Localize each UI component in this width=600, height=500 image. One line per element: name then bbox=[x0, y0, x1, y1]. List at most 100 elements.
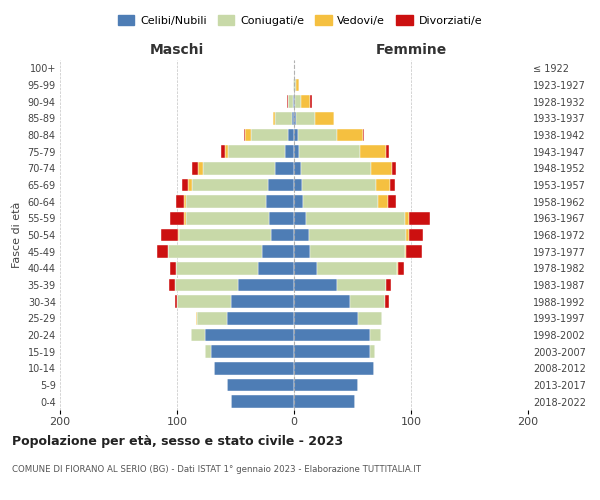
Bar bbox=[409, 229, 422, 241]
Bar bbox=[244, 129, 245, 141]
Bar bbox=[371, 162, 392, 174]
Bar bbox=[197, 312, 227, 324]
Bar bbox=[294, 346, 370, 358]
Bar bbox=[284, 146, 294, 158]
Bar bbox=[293, 96, 294, 108]
Bar bbox=[294, 279, 337, 291]
Bar bbox=[157, 246, 167, 258]
Bar bbox=[370, 329, 380, 341]
Bar bbox=[294, 262, 317, 274]
Bar bbox=[205, 346, 211, 358]
Bar bbox=[288, 96, 293, 108]
Bar bbox=[170, 262, 176, 274]
Bar bbox=[294, 246, 310, 258]
Bar bbox=[294, 112, 296, 124]
Bar bbox=[227, 379, 294, 391]
Bar bbox=[161, 229, 178, 241]
Bar bbox=[238, 279, 294, 291]
Bar bbox=[296, 112, 315, 124]
Bar bbox=[268, 179, 294, 192]
Bar bbox=[258, 262, 294, 274]
Bar bbox=[299, 146, 359, 158]
Bar bbox=[294, 79, 296, 92]
Bar bbox=[302, 179, 376, 192]
Bar bbox=[385, 296, 389, 308]
Bar bbox=[358, 312, 382, 324]
Bar bbox=[317, 262, 397, 274]
Bar bbox=[191, 329, 205, 341]
Bar bbox=[294, 312, 358, 324]
Bar bbox=[370, 346, 375, 358]
Bar bbox=[176, 196, 184, 208]
Text: COMUNE DI FIORANO AL SERIO (BG) - Dati ISTAT 1° gennaio 2023 - Elaborazione TUTT: COMUNE DI FIORANO AL SERIO (BG) - Dati I… bbox=[12, 465, 421, 474]
Bar bbox=[294, 96, 295, 108]
Bar bbox=[376, 179, 390, 192]
Bar bbox=[271, 229, 294, 241]
Bar bbox=[359, 146, 386, 158]
Bar bbox=[287, 96, 288, 108]
Y-axis label: Fasce di età: Fasce di età bbox=[12, 202, 22, 268]
Bar bbox=[179, 229, 271, 241]
Bar bbox=[294, 212, 306, 224]
Bar bbox=[205, 329, 294, 341]
Bar bbox=[187, 212, 269, 224]
Bar bbox=[231, 396, 294, 408]
Bar bbox=[388, 196, 396, 208]
Bar bbox=[196, 312, 197, 324]
Bar bbox=[294, 362, 374, 374]
Bar bbox=[231, 296, 294, 308]
Bar bbox=[310, 246, 405, 258]
Bar bbox=[406, 246, 422, 258]
Bar bbox=[301, 96, 310, 108]
Bar bbox=[294, 129, 298, 141]
Bar bbox=[175, 279, 238, 291]
Bar bbox=[397, 262, 398, 274]
Text: Femmine: Femmine bbox=[376, 42, 446, 56]
Bar bbox=[167, 246, 262, 258]
Bar bbox=[188, 179, 192, 192]
Bar bbox=[294, 379, 358, 391]
Bar bbox=[294, 229, 309, 241]
Bar bbox=[293, 79, 294, 92]
Bar bbox=[301, 162, 371, 174]
Bar bbox=[378, 196, 388, 208]
Bar bbox=[294, 146, 299, 158]
Legend: Celibi/Nubili, Coniugati/e, Vedovi/e, Divorziati/e: Celibi/Nubili, Coniugati/e, Vedovi/e, Di… bbox=[113, 10, 487, 30]
Bar bbox=[262, 246, 294, 258]
Bar bbox=[406, 229, 409, 241]
Bar bbox=[192, 162, 198, 174]
Bar bbox=[225, 146, 229, 158]
Bar bbox=[295, 96, 301, 108]
Bar bbox=[306, 212, 405, 224]
Bar bbox=[176, 262, 258, 274]
Bar bbox=[350, 296, 385, 308]
Bar bbox=[221, 146, 225, 158]
Bar bbox=[273, 112, 275, 124]
Bar bbox=[386, 146, 389, 158]
Bar bbox=[390, 179, 395, 192]
Bar bbox=[184, 212, 187, 224]
Bar bbox=[386, 279, 391, 291]
Bar bbox=[169, 279, 175, 291]
Bar bbox=[337, 129, 363, 141]
Bar bbox=[294, 296, 350, 308]
Bar bbox=[182, 179, 188, 192]
Bar bbox=[363, 129, 364, 141]
Bar bbox=[304, 196, 378, 208]
Bar bbox=[251, 129, 288, 141]
Bar bbox=[269, 212, 294, 224]
Bar bbox=[337, 279, 386, 291]
Bar bbox=[275, 162, 294, 174]
Bar bbox=[229, 146, 284, 158]
Bar bbox=[392, 162, 396, 174]
Text: Maschi: Maschi bbox=[150, 42, 204, 56]
Bar bbox=[294, 162, 301, 174]
Bar bbox=[198, 162, 203, 174]
Bar bbox=[177, 296, 231, 308]
Bar bbox=[203, 162, 275, 174]
Bar bbox=[211, 346, 294, 358]
Bar bbox=[296, 79, 299, 92]
Bar bbox=[294, 196, 304, 208]
Bar bbox=[170, 212, 184, 224]
Bar bbox=[266, 196, 294, 208]
